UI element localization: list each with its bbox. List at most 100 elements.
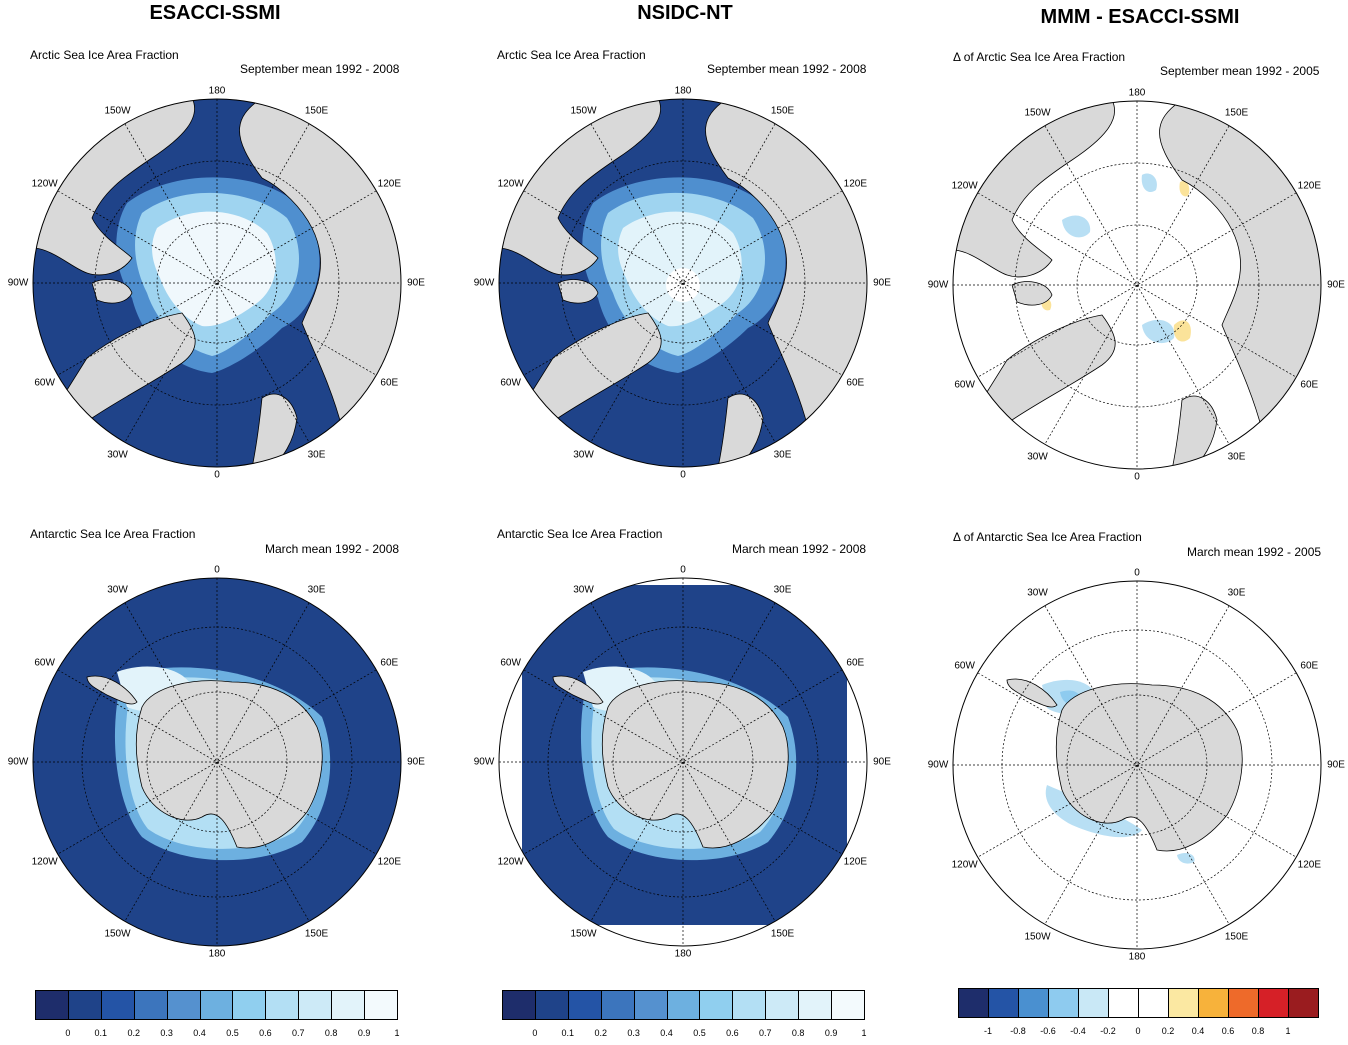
colorbar-swatch [1048,988,1079,1018]
antarctic-nsidc-map [498,577,868,947]
colorbar-tick-label: -0.4 [1070,1026,1086,1036]
colorbar-tick-label: 0.3 [627,1028,640,1038]
land-archipelago [91,279,133,304]
panel-title: Δ of Arctic Sea Ice Area Fraction [953,50,1126,64]
land-peninsula [1006,678,1058,708]
colorbar-tick-label: 0.8 [1251,1026,1265,1036]
colorbar-tick-label: 0.4 [1191,1026,1205,1036]
colorbar-swatch [1078,988,1109,1018]
arctic-nsidc-map [498,98,868,468]
longitude-label: 30W [573,449,594,461]
longitude-label: 30W [107,584,128,596]
colorbar-tick-label: 0.8 [324,1028,338,1038]
colorbar-fraction: 0 0.1 0.2 0.3 0.4 0.5 0.6 0.7 0.8 0.9 1 [35,990,400,1045]
longitude-label: 30W [573,584,594,596]
colorbar-swatch [1198,988,1229,1018]
arctic-esacci-map [32,98,402,468]
longitude-label: 60E [846,657,865,668]
colorbar-swatch [67,990,102,1020]
colorbar-tick-label: 0.3 [160,1028,173,1038]
colorbar-swatch [699,990,734,1020]
longitude-label: 60E [846,377,865,388]
longitude-label: 0 [680,564,686,576]
land-eurasia [705,99,867,429]
panel-title: Antarctic Sea Ice Area Fraction [497,527,663,541]
longitude-label: 180 [1128,87,1146,99]
colorbar-swatch [1288,988,1319,1018]
longitude-label: 120E [377,178,402,189]
colorbar-swatch [567,990,602,1020]
delta-negative [1141,173,1157,193]
colorbar-swatch [298,990,333,1020]
longitude-label: 30W [107,449,128,461]
longitude-label: 60W [34,657,55,668]
longitude-label: 0 [680,469,686,481]
colorbar-swatch [1138,988,1169,1018]
longitude-label: 90W [7,277,29,289]
colorbar-swatch [666,990,701,1020]
colorbar-tick-label: 0.8 [791,1028,805,1038]
longitude-label: 150W [1024,931,1051,943]
longitude-label: 30E [773,584,792,596]
delta-negative [1062,215,1091,238]
colorbar-tick-label: 0.5 [693,1028,706,1038]
colorbar-swatch [35,990,69,1020]
longitude-label: 90W [473,277,495,289]
colorbar-tick-label: -0.8 [1010,1026,1026,1036]
longitude-label: 30E [307,449,326,461]
land-antarctica [1055,683,1243,852]
delta-positive [1179,180,1190,197]
ice-core [152,211,276,327]
colorbar-swatch [502,990,536,1020]
colorbar-delta: -1 -0.8 -0.6 -0.4 -0.2 0 0.2 0.4 0.6 0.8 1 [958,988,1319,1043]
colorbar-swatch [732,990,767,1020]
longitude-label: 0 [214,469,220,481]
panel-title: Arctic Sea Ice Area Fraction [30,48,179,62]
panel-period: March mean 1992 - 2005 [1187,545,1322,559]
colorbar-swatch [331,990,366,1020]
longitude-label: 60E [380,657,399,668]
longitude-label: 120E [843,178,868,189]
colorbar-swatch [133,990,168,1020]
colorbar-swatch [364,990,398,1020]
panel-period: September mean 1992 - 2008 [240,62,400,76]
delta-negative [1177,852,1195,864]
colorbar-swatch [633,990,668,1020]
arctic-difference-map [952,100,1322,470]
panel-title: Arctic Sea Ice Area Fraction [497,48,646,62]
colorbar-tick-label: 0.9 [824,1028,838,1038]
column-title-difference: MMM - ESACCI-SSMI [1040,6,1240,28]
longitude-label: 60E [1300,379,1319,390]
longitude-label: 30E [773,449,792,461]
longitude-label: 120W [497,178,524,189]
longitude-label: 180 [674,85,692,97]
land-peninsula [552,675,604,705]
longitude-label: 60E [380,377,399,388]
colorbar-swatch [166,990,201,1020]
longitude-label: 60W [500,657,521,668]
longitude-label: 150E [770,928,795,940]
colorbar-swatch [831,990,865,1020]
longitude-label: 30W [1027,451,1048,463]
longitude-label: 0 [1134,471,1140,483]
colorbar-swatch [232,990,267,1020]
longitude-label: 30E [1227,451,1246,463]
colorbar-tick-label: -1 [983,1026,993,1036]
longitude-label: 90W [473,756,495,768]
colorbar-tick-label: 0.1 [94,1028,108,1038]
longitude-label: 60W [500,377,521,388]
colorbar-swatch [600,990,635,1020]
longitude-label: 30W [1027,587,1048,599]
longitude-label: 120E [1297,859,1322,870]
panel-title: Antarctic Sea Ice Area Fraction [30,527,196,541]
colorbar-tick-label: 0 [532,1028,538,1038]
longitude-label: 150E [304,105,329,117]
longitude-label: 120E [843,856,868,867]
longitude-label: 180 [208,85,226,97]
colorbar-swatch [765,990,800,1020]
colorbar-tick-label: 0.1 [561,1028,575,1038]
longitude-label: 150W [570,928,597,940]
longitude-label: 150E [1224,931,1249,943]
colorbar-tick-label: 0.4 [193,1028,206,1038]
longitude-label: 150W [1024,107,1051,119]
